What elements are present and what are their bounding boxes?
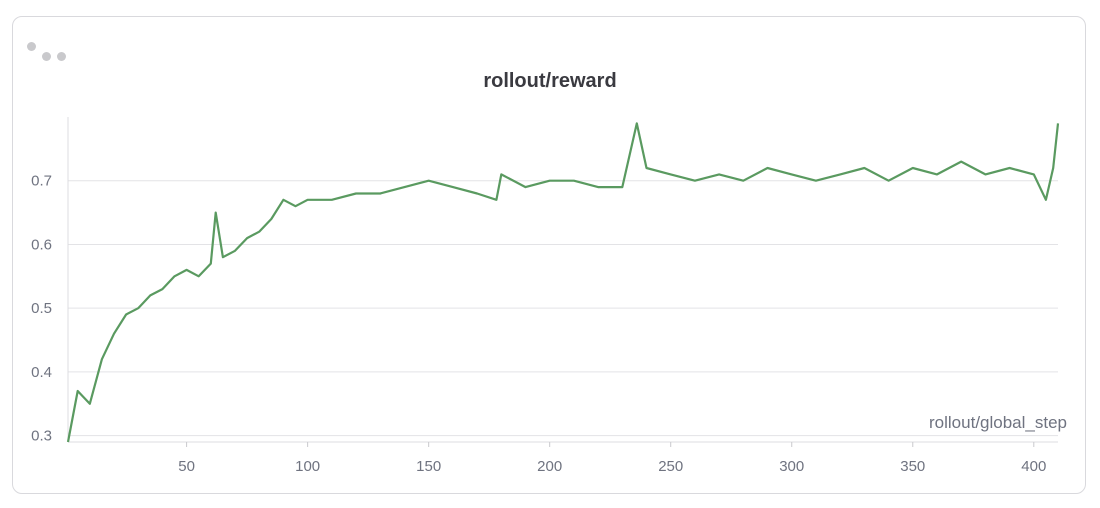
y-tick-label-4: 0.7: [31, 173, 52, 190]
y-tick-label-0: 0.3: [31, 428, 52, 445]
x-tick-label-7: 400: [1021, 458, 1046, 475]
y-tick-label-3: 0.6: [31, 236, 52, 253]
x-tick-label-2: 150: [416, 458, 441, 475]
drag-handle-icon[interactable]: [14, 42, 66, 61]
series-group: [66, 122, 1060, 443]
chart-panel: [12, 16, 1086, 494]
y-tick-label-1: 0.4: [31, 364, 52, 381]
y-tick-label-2: 0.5: [31, 300, 52, 317]
x-tick-label-5: 300: [779, 458, 804, 475]
x-axis-label: rollout/global_step: [929, 413, 1067, 432]
x-tick-label-4: 250: [658, 458, 683, 475]
series-line-0[interactable]: [66, 122, 1060, 443]
x-tick-label-0: 50: [178, 458, 195, 475]
x-tick-labels: 50 100 150 200 250 300 350 400: [178, 442, 1046, 475]
y-tick-labels: 0.3 0.4 0.5 0.6 0.7: [31, 173, 52, 445]
x-tick-label-1: 100: [295, 458, 320, 475]
x-tick-label-3: 200: [537, 458, 562, 475]
chart-title: rollout/reward: [483, 70, 617, 92]
x-tick-label-6: 350: [900, 458, 925, 475]
